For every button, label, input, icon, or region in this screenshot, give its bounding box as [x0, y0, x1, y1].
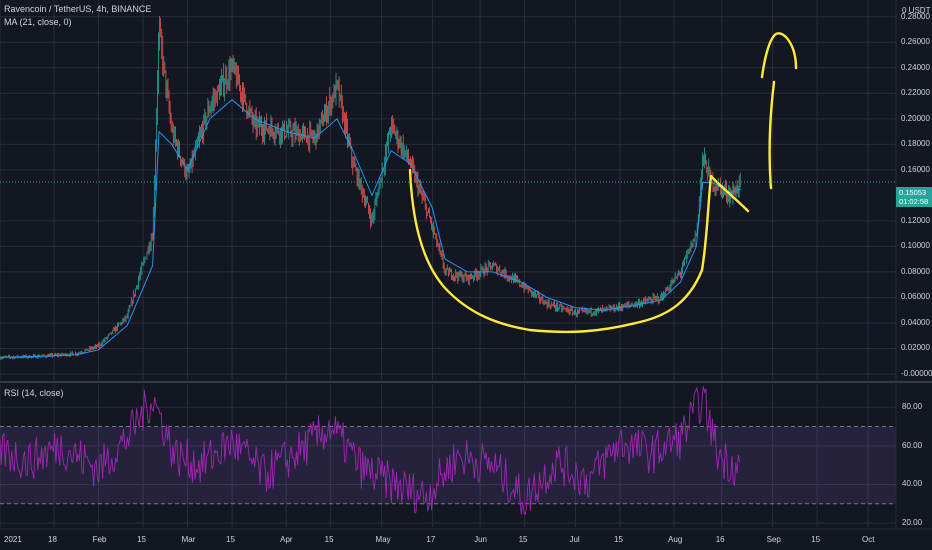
- rsi-tick-label: 40.00: [902, 479, 923, 489]
- arrow-head-drawing[interactable]: [760, 32, 798, 79]
- time-tick-label: Jul: [569, 535, 580, 544]
- price-tick-label: 0.02000: [901, 343, 930, 353]
- price-tick-label: 0.22000: [901, 88, 930, 98]
- price-tick-label: 0.16000: [901, 164, 930, 174]
- last-price-value: 0.15053: [899, 188, 927, 197]
- time-tick-label: Apr: [280, 535, 293, 544]
- time-tick-label: 15: [324, 535, 334, 544]
- time-tick-label: 15: [137, 535, 146, 544]
- last-price-badge: 0.15053 01:02:58: [896, 187, 932, 207]
- bar-countdown: 01:02:58: [899, 197, 929, 206]
- price-tick-label: 0.24000: [901, 62, 930, 72]
- price-tick-label: 0.20000: [901, 113, 930, 123]
- price-tick-label: 0.18000: [901, 139, 930, 149]
- price-tick-label: 0.28000: [901, 11, 930, 21]
- yellow-annotations[interactable]: [408, 32, 798, 334]
- time-tick-label: May: [375, 535, 391, 544]
- rsi-tick-label: 20.00: [902, 518, 923, 528]
- price-tick-label: 0.04000: [901, 317, 930, 327]
- time-tick-label: Aug: [668, 535, 683, 544]
- price-tick-label: -0.00000: [901, 369, 932, 378]
- rsi-line: [0, 386, 741, 516]
- price-tick-label: 0.12000: [901, 215, 930, 225]
- rsi-tick-label: 80.00: [902, 402, 923, 412]
- time-tick-label: 2021: [4, 535, 22, 544]
- time-tick-label: Jun: [474, 535, 487, 544]
- currency-label[interactable]: 0 USDT: [902, 6, 931, 15]
- rsi-tick-label: 60.00: [902, 440, 923, 450]
- handle-drawing[interactable]: [709, 174, 750, 213]
- candlestick-series: [0, 15, 741, 360]
- grid-lines: [0, 0, 896, 527]
- time-tick-label: 17: [426, 535, 436, 544]
- time-tick-label: 15: [811, 535, 821, 544]
- price-tick-label: 0.26000: [901, 37, 930, 47]
- time-tick-label: 18: [48, 535, 57, 544]
- price-tick-label: 0.08000: [901, 266, 930, 276]
- arrow-shaft-drawing[interactable]: [768, 80, 776, 190]
- time-tick-label: Mar: [181, 535, 196, 544]
- time-tick-label: Oct: [862, 535, 875, 544]
- symbol-title[interactable]: Ravencoin / TetherUS, 4h, BINANCE: [4, 4, 152, 14]
- price-tick-label: 0.10000: [901, 241, 930, 251]
- ma-indicator-label[interactable]: MA (21, close, 0): [4, 17, 72, 27]
- time-tick-label: 16: [715, 535, 725, 544]
- time-tick-label: 15: [518, 535, 528, 544]
- cup-drawing[interactable]: [408, 168, 713, 334]
- time-tick-label: Feb: [92, 535, 107, 544]
- time-tick-label: 15: [614, 535, 623, 544]
- time-tick-label: 15: [226, 535, 235, 544]
- ma-line: [0, 99, 741, 358]
- time-tick-label: Sep: [766, 535, 781, 544]
- rsi-indicator-label[interactable]: RSI (14, close): [4, 388, 64, 398]
- price-tick-label: 0.06000: [901, 292, 930, 302]
